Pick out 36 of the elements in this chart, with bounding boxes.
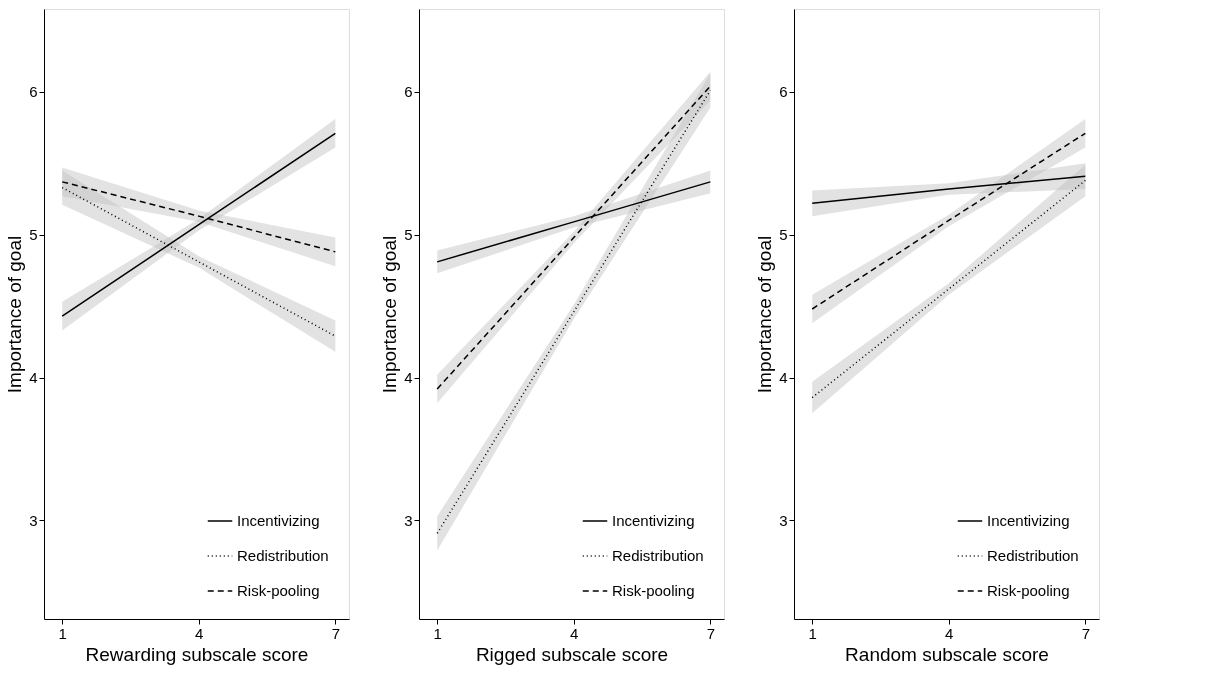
legend-label: Risk-pooling (237, 582, 320, 599)
x-tick-label: 4 (570, 624, 579, 642)
y-axis-title: Importance of goal (754, 235, 776, 394)
y-tick-label: 4 (779, 369, 788, 387)
y-axis-title: Importance of goal (379, 235, 401, 394)
y-tick-label: 5 (779, 226, 788, 244)
x-tick-label: 4 (945, 624, 954, 642)
y-tick-label: 4 (29, 369, 38, 387)
legend-label: Redistribution (612, 547, 704, 564)
y-tick-label: 6 (779, 83, 788, 101)
y-tick-label: 6 (29, 83, 38, 101)
x-tick-label: 7 (706, 624, 716, 642)
x-tick-label: 1 (433, 624, 442, 642)
y-tick-label: 4 (404, 369, 413, 387)
legend-label: Incentivizing (237, 512, 320, 529)
y-tick-label: 3 (404, 511, 413, 529)
y-tick-label: 5 (404, 226, 413, 244)
x-tick-label: 1 (58, 624, 67, 642)
x-tick-label: 1 (808, 624, 817, 642)
y-tick-label: 6 (404, 83, 413, 101)
legend-label: Incentivizing (612, 512, 695, 529)
legend-label: Risk-pooling (987, 582, 1070, 599)
y-tick-label: 5 (29, 226, 38, 244)
y-tick-label: 3 (29, 511, 38, 529)
x-tick-label: 7 (1081, 624, 1091, 642)
x-tick-label: 4 (195, 624, 204, 642)
x-axis-title: Rigged subscale score (475, 643, 669, 665)
legend-label: Redistribution (987, 547, 1079, 564)
x-axis-title: Random subscale score (845, 643, 1049, 665)
y-tick-label: 3 (779, 511, 788, 529)
legend-label: Redistribution (237, 547, 329, 564)
legend-label: Risk-pooling (612, 582, 695, 599)
legend-label: Incentivizing (987, 512, 1070, 529)
y-axis-title: Importance of goal (4, 235, 26, 394)
x-axis-title: Rewarding subscale score (85, 643, 309, 665)
x-tick-label: 7 (331, 624, 341, 642)
